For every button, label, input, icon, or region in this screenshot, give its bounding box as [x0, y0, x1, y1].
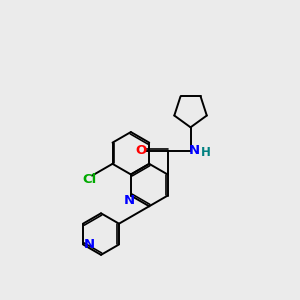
Text: H: H	[201, 146, 211, 159]
Text: O: O	[136, 144, 147, 158]
Text: Cl: Cl	[82, 172, 96, 186]
Text: N: N	[124, 194, 135, 207]
Text: N: N	[83, 238, 94, 251]
Text: N: N	[188, 144, 200, 157]
